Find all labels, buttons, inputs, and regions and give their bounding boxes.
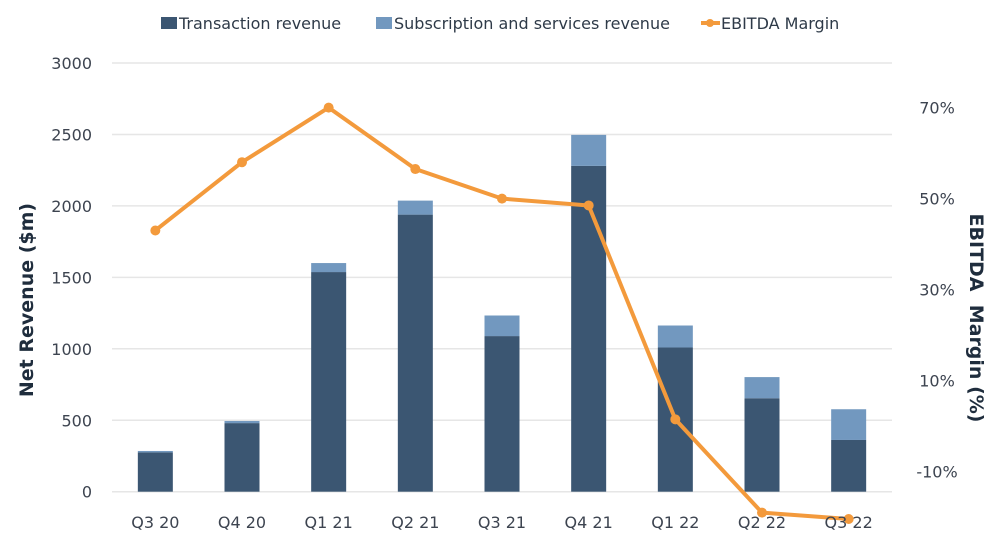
bar-subscription bbox=[484, 315, 520, 337]
x-tick-label: Q4 21 bbox=[565, 513, 613, 532]
bar-subscription bbox=[397, 200, 433, 215]
bar-transaction bbox=[484, 336, 520, 492]
x-tick-label: Q3 22 bbox=[825, 513, 873, 532]
ebitda-point bbox=[843, 514, 854, 525]
bars bbox=[137, 134, 867, 492]
y-tick-label: 1000 bbox=[51, 340, 92, 359]
legend-label-ebitda: EBITDA Margin bbox=[721, 14, 839, 33]
bar-subscription bbox=[571, 134, 607, 166]
y-tick-label: 2500 bbox=[51, 125, 92, 144]
legend-swatch-transaction bbox=[161, 17, 177, 29]
x-tick-label: Q3 20 bbox=[131, 513, 179, 532]
x-axis-ticks: Q3 20 Q4 20 Q1 21 Q2 21 Q3 21 Q4 21 Q1 22 Q2 22… bbox=[131, 513, 873, 532]
x-tick-label: Q2 22 bbox=[738, 513, 786, 532]
right-axis-ticks: 70% 50% 30% 10% -10% -30% bbox=[916, 99, 957, 555]
bar-transaction bbox=[224, 423, 260, 492]
bar-transaction bbox=[137, 452, 173, 492]
y2-tick-label: -30% bbox=[916, 554, 957, 555]
bar-transaction bbox=[311, 272, 347, 492]
y2-tick-label: 10% bbox=[919, 372, 955, 391]
ebitda-point bbox=[323, 102, 334, 113]
ebitda-point bbox=[497, 193, 507, 204]
ebitda-line bbox=[150, 102, 854, 525]
x-tick-label: Q1 21 bbox=[305, 513, 353, 532]
x-tick-label: Q4 20 bbox=[218, 513, 266, 532]
ebitda-point bbox=[670, 414, 681, 425]
y-tick-label: 2000 bbox=[51, 197, 92, 216]
y-tick-label: 500 bbox=[61, 411, 92, 430]
ebitda-point bbox=[757, 507, 767, 518]
ebitda-point bbox=[237, 157, 247, 168]
ebitda-point bbox=[410, 164, 421, 175]
legend-label-transaction: Transaction revenue bbox=[178, 14, 341, 33]
left-axis-ticks: 0 500 1000 1500 2000 2500 3000 bbox=[51, 54, 92, 502]
legend-label-subscription: Subscription and services revenue bbox=[394, 14, 670, 33]
y2-tick-label: 30% bbox=[919, 281, 955, 300]
legend-marker-ebitda bbox=[706, 19, 714, 27]
bar-subscription bbox=[137, 450, 173, 453]
ebitda-point bbox=[583, 200, 594, 211]
bar-subscription bbox=[311, 263, 347, 273]
bar-transaction bbox=[831, 439, 867, 492]
x-tick-label: Q1 22 bbox=[651, 513, 699, 532]
x-tick-label: Q3 21 bbox=[478, 513, 526, 532]
y-tick-label: 3000 bbox=[51, 54, 92, 73]
legend: Transaction revenue Subscription and ser… bbox=[161, 14, 839, 33]
y-axis-title: Net Revenue ($m) bbox=[16, 203, 38, 397]
y-tick-label: 1500 bbox=[51, 268, 92, 287]
bar-subscription bbox=[657, 325, 693, 348]
y2-tick-label: 70% bbox=[919, 99, 955, 118]
y2-tick-label: -10% bbox=[916, 463, 957, 482]
bar-subscription bbox=[224, 420, 260, 424]
y2-axis-title: EBITDA Margin (%) bbox=[965, 214, 987, 423]
ebitda-point bbox=[150, 225, 161, 236]
bar-transaction bbox=[744, 398, 780, 492]
bar-transaction bbox=[571, 165, 607, 492]
bar-transaction bbox=[397, 214, 433, 492]
y2-tick-label: 50% bbox=[919, 190, 955, 209]
y-tick-label: 0 bbox=[82, 483, 92, 502]
x-tick-label: Q2 21 bbox=[391, 513, 439, 532]
bar-subscription bbox=[831, 409, 867, 440]
bar-subscription bbox=[744, 377, 780, 399]
legend-swatch-subscription bbox=[376, 17, 392, 29]
